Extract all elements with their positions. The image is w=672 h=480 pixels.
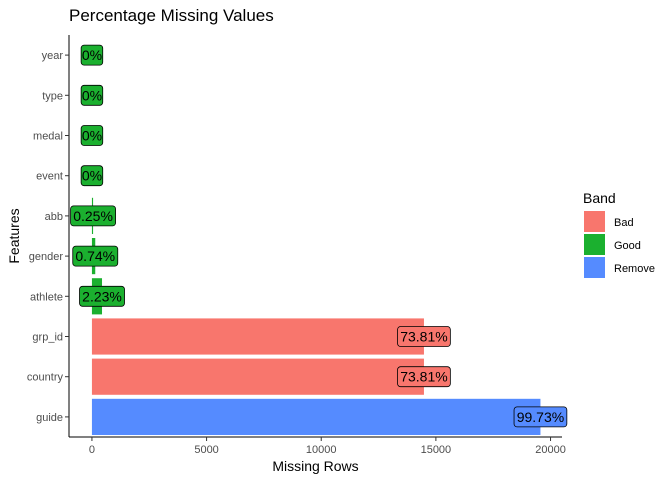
y-tick-label-abb: abb [45,211,63,223]
data-label-box-athlete [79,285,125,307]
data-label-athlete: 2.23% [82,288,122,304]
data-label-box-year [80,44,104,66]
data-labels: 0% 0% 0% 0% 0.25% 0.74% 2.23% 73.81% 73.81% 99.73… [70,44,568,428]
data-label-box-country [397,366,451,388]
legend-label-good: Good [614,240,641,252]
data-label-grp_id: 73.81% [400,329,447,345]
legend-label-remove: Remove [614,263,655,275]
x-axis-ticks: 0 5000 10000 15000 20000 [89,437,566,456]
legend-swatch-bad [584,211,605,232]
y-tick-label-athlete: athlete [30,291,63,303]
legend-swatch-good [584,234,605,255]
x-tick-label-20000: 20000 [535,444,566,456]
data-label-box-gender [72,245,119,267]
data-label-box-grp_id [397,326,451,347]
chart-title: Percentage Missing Values [69,6,274,25]
y-axis-ticks: year type medal event abb gender athlete grp_id… [27,50,69,424]
x-tick-label-10000: 10000 [306,444,337,456]
data-label-gender: 0.74% [75,248,115,264]
data-label-abb: 0.25% [73,208,113,224]
y-tick-label-year: year [42,50,64,62]
bar-grp_id [91,318,424,355]
y-tick-label-guide: guide [36,412,63,424]
y-tick-label-event: event [36,171,63,183]
legend: Band Bad Good Remove [583,190,655,278]
data-label-box-event [80,165,104,187]
data-label-medal: 0% [82,128,102,144]
y-tick-label-medal: medal [33,131,63,143]
y-tick-label-gender: gender [29,251,64,263]
data-label-guide: 99.73% [517,409,564,425]
x-tick-label-15000: 15000 [421,444,452,456]
legend-label-bad: Bad [614,217,634,229]
data-label-country: 73.81% [400,369,447,385]
data-label-box-type [80,84,104,106]
legend-swatch-remove [584,257,605,278]
data-label-type: 0% [82,87,102,103]
data-label-event: 0% [82,168,102,184]
x-axis-title: Missing Rows [272,458,358,474]
bar-guide [91,398,541,435]
data-label-box-guide [513,406,568,428]
x-tick-label-5000: 5000 [194,444,218,456]
data-label-year: 0% [82,47,102,63]
y-tick-label-grp_id: grp_id [32,332,63,344]
data-label-box-abb [70,205,116,227]
data-label-box-medal [80,125,104,146]
y-axis-title: Features [6,208,22,263]
x-tick-label-0: 0 [89,444,95,456]
y-tick-label-country: country [27,372,64,384]
plot-area [91,197,541,435]
legend-title: Band [583,190,616,206]
bar-country [91,358,424,395]
y-tick-label-type: type [42,90,63,102]
